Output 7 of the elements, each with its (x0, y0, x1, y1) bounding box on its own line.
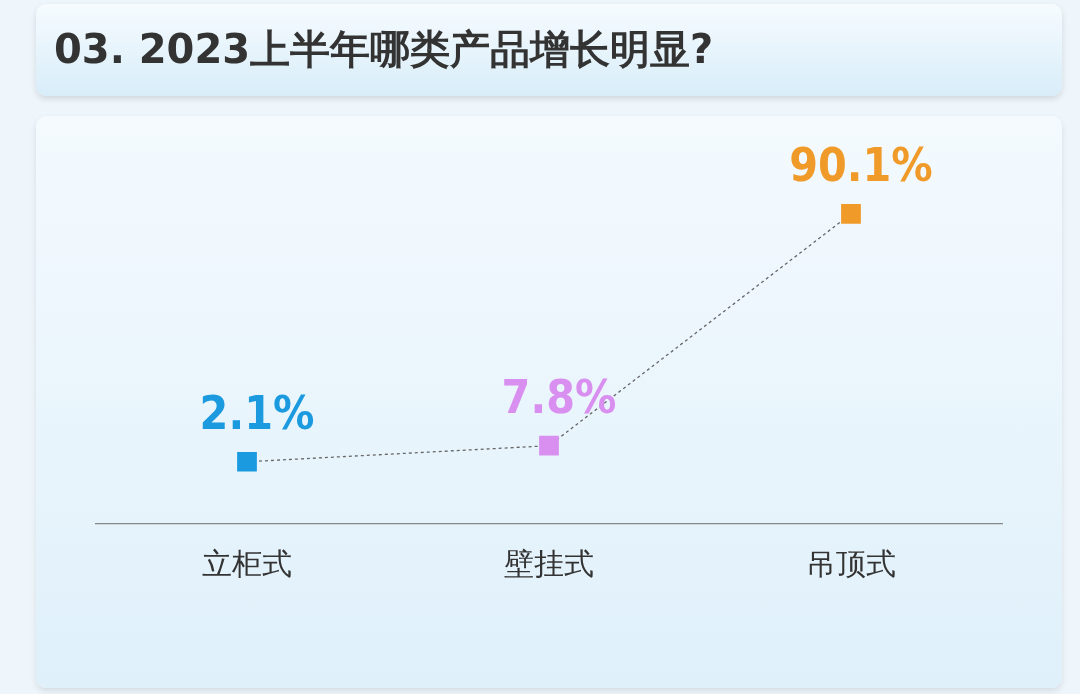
x-tick-label: 吊顶式 (806, 547, 896, 581)
data-label: 2.1% (199, 385, 315, 440)
x-tick-label: 壁挂式 (504, 547, 594, 581)
data-label: 90.1% (789, 137, 933, 192)
chart-title: 03. 2023上半年哪类产品增长明显? (36, 4, 1062, 96)
data-label: 7.8% (501, 369, 617, 424)
x-tick-label: 立柜式 (202, 547, 292, 581)
